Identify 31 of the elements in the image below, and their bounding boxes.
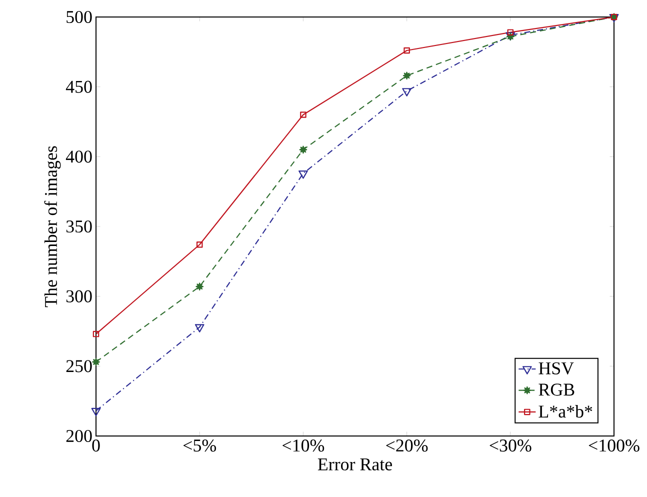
point <box>299 146 308 154</box>
point <box>402 72 411 80</box>
y-tick-label: 250 <box>66 360 92 372</box>
x-tick-label: 0 <box>92 440 100 452</box>
x-tick-label: <5% <box>183 440 216 452</box>
x-tick-label: <20% <box>386 440 428 452</box>
legend-label: L*a*b* <box>538 404 592 418</box>
point <box>92 330 100 338</box>
point <box>300 112 306 118</box>
point <box>507 29 514 36</box>
y-tick-label: 350 <box>66 220 92 233</box>
point <box>402 88 412 96</box>
y-axis-title: The number of images <box>44 146 61 308</box>
x-tick-label: <30% <box>490 440 532 452</box>
point <box>91 408 101 416</box>
y-tick-label: 200 <box>66 430 92 442</box>
point <box>196 242 203 248</box>
point <box>404 47 410 54</box>
point <box>196 282 204 290</box>
x-tick-label: <100% <box>588 440 640 452</box>
y-tick-label: 400 <box>66 150 92 163</box>
x-tick-label: <10% <box>282 440 324 452</box>
legend-label: RGB <box>538 384 574 396</box>
y-tick-label: 450 <box>66 80 92 93</box>
point <box>194 324 204 332</box>
point <box>298 170 308 179</box>
legend-label: HSV <box>538 362 574 374</box>
y-tick-label: 500 <box>66 10 92 24</box>
point <box>92 358 100 366</box>
y-tick-label: 300 <box>66 290 92 302</box>
x-axis-title: Error Rate <box>318 458 392 470</box>
